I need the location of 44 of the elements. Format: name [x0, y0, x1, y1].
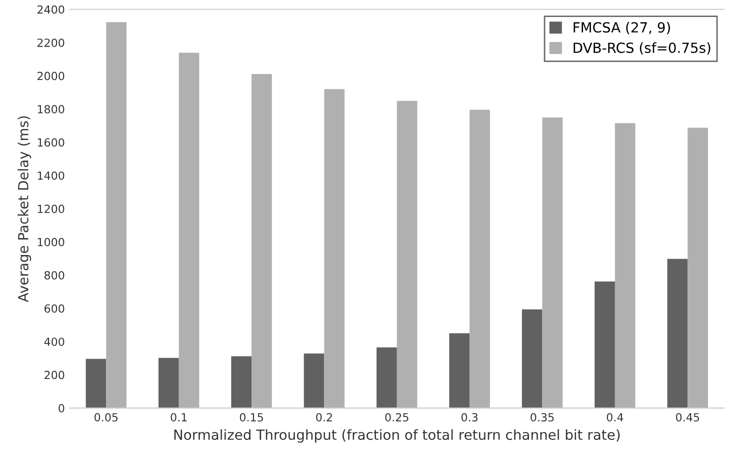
- bar: [688, 128, 708, 408]
- x-tick-label: 0.35: [530, 413, 554, 422]
- y-tick-label: 2200: [38, 38, 64, 47]
- bar: [158, 358, 179, 408]
- legend-label: FMCSA (27, 9): [574, 22, 670, 34]
- bar: [178, 52, 200, 408]
- bar: [231, 356, 252, 408]
- y-tick-label: 1200: [38, 204, 64, 214]
- x-tick-label: 0.4: [606, 413, 624, 422]
- y-tick-label: 2400: [38, 5, 64, 14]
- bar: [614, 123, 636, 408]
- bar: [594, 281, 615, 408]
- bar: [324, 89, 345, 408]
- bar: [252, 74, 272, 408]
- bar: [667, 258, 688, 408]
- x-tick-label: 0.2: [316, 413, 332, 422]
- bar: [106, 22, 127, 408]
- legend-label: DVB-RCS (sf=0.75s): [574, 42, 710, 55]
- y-axis-title: Average Packet Delay (ms): [18, 116, 32, 302]
- bar: [304, 354, 324, 408]
- bar: [522, 309, 542, 408]
- x-tick-label: 0.1: [170, 413, 187, 422]
- x-tick-label: 0.05: [94, 413, 118, 422]
- y-tick-label: 1000: [38, 238, 64, 246]
- bar: [470, 110, 490, 408]
- y-tick-label: 0: [58, 404, 64, 412]
- x-tick-label: 0.3: [461, 413, 478, 422]
- x-axis-title: Normalized Throughput (fraction of total return channel bit rate): [174, 429, 620, 443]
- bar: [449, 333, 470, 408]
- y-tick-label: 200: [44, 370, 64, 380]
- y-tick-label: 800: [44, 271, 64, 280]
- y-tick-label: 600: [44, 304, 64, 313]
- y-tick-label: 2000: [38, 72, 64, 80]
- y-tick-label: 1400: [38, 171, 64, 180]
- x-tick-label: 0.45: [676, 413, 700, 422]
- y-tick-label: 1800: [38, 105, 64, 114]
- bar: [542, 118, 563, 408]
- x-tick-label: 0.15: [240, 413, 263, 422]
- bar: [86, 358, 106, 408]
- bar: [376, 347, 397, 408]
- y-tick-label: 1600: [38, 138, 64, 147]
- y-tick-label: 400: [44, 338, 64, 346]
- bar: [396, 100, 418, 408]
- x-tick-label: 0.25: [385, 413, 408, 422]
